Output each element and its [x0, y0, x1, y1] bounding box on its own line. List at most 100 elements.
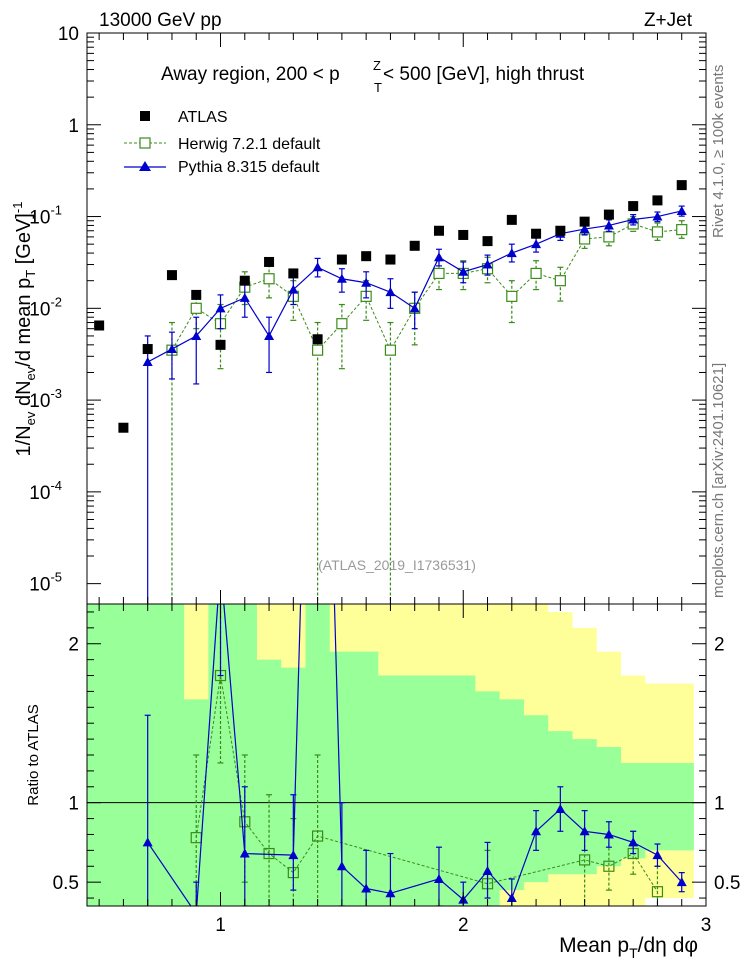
ylabel-part-e: /d mean p — [13, 278, 35, 367]
atlas-point — [94, 320, 105, 331]
main-panel: 10 1 10-1 10-2 10-3 10-4 10-5 Away region, 200… — [10, 24, 707, 605]
main-ytick-label: 10-1 — [29, 203, 62, 229]
legend-label-atlas: ATLAS — [178, 109, 228, 126]
atlas-point — [531, 228, 542, 239]
herwig-ratio-point — [263, 847, 275, 860]
herwig-point — [336, 318, 348, 330]
main-ytick-label: 1 — [68, 116, 79, 137]
pythia-point — [482, 259, 493, 269]
pythia-point — [191, 330, 202, 340]
process-label: Z+Jet — [644, 10, 693, 31]
ratio-xtick-label: 1 — [215, 915, 226, 936]
xlabel-part-c: /dη dφ — [638, 934, 698, 957]
ratio-panel: 0.5 0.51 12 21 2 3 Ratio to ATLAS Mean pT/dη … — [25, 559, 740, 961]
pythia-ratio-point — [676, 877, 687, 887]
plot-title-sup: Z — [373, 58, 381, 73]
legend: ATLAS Herwig 7.2.1 default Pythia 8.315 … — [124, 109, 321, 176]
herwig-ratio-point — [651, 886, 664, 898]
atlas-point — [409, 240, 420, 251]
pythia-ratio-point — [142, 837, 153, 847]
pythia-point — [628, 214, 639, 224]
plot-title-sub: T — [374, 80, 382, 95]
ylabel-part-g: [GeV] — [13, 213, 35, 270]
atlas-point — [215, 339, 226, 350]
main-ytick-label: 10-4 — [29, 478, 62, 504]
pythia-ratio-point — [239, 848, 250, 858]
ylabel-part-b: ev — [23, 411, 38, 425]
ratio-ytick-label-right: 2 — [714, 635, 725, 656]
pythia-ratio-point — [433, 873, 444, 883]
plot-title: Away region, 200 < p — [161, 64, 340, 85]
herwig-point — [433, 267, 445, 280]
rivet-version-label: Rivet 4.1.0, ≥ 100k events — [710, 65, 727, 238]
pythia-ratio-point — [531, 826, 542, 836]
pythia-ratio-point — [603, 829, 614, 839]
atlas-point — [191, 289, 202, 300]
legend-label-herwig: Herwig 7.2.1 default — [178, 136, 321, 153]
ylabel-part-h: -1 — [10, 202, 25, 214]
pythia-ratio-point — [336, 861, 347, 871]
main-ylabel: 1/Nev dNev/d mean pT [GeV]-1 — [10, 202, 38, 457]
pythia-ratio-point — [628, 837, 639, 847]
mcplots-source-label: mcplots.cern.ch [arXiv:2401.10621] — [710, 363, 727, 598]
herwig-point — [506, 290, 518, 302]
herwig-point — [651, 226, 664, 238]
herwig-point — [190, 302, 202, 314]
main-ytick-label: 10-2 — [29, 294, 62, 320]
pythia-point — [166, 344, 177, 354]
plot-title-suffix: < 500 [GeV], high thrust — [383, 64, 585, 85]
pythia-point — [336, 273, 347, 283]
pythia-point — [652, 211, 663, 221]
atlas-point — [482, 236, 493, 247]
herwig-point — [554, 275, 566, 287]
pythia-point — [458, 266, 469, 276]
atlas-point — [264, 256, 275, 267]
energy-label: 13000 GeV pp — [99, 10, 222, 31]
atlas-point — [506, 214, 517, 225]
main-ytick-label: 10-3 — [29, 386, 62, 412]
pythia-ratio-point — [555, 804, 566, 814]
pythia-point — [385, 287, 396, 297]
pythia-ratio-point — [361, 883, 372, 893]
herwig-point — [312, 344, 324, 356]
main-ytick-label: 10-5 — [29, 570, 62, 596]
pythia-point — [409, 303, 420, 313]
herwig-ratio-point — [312, 830, 324, 842]
pythia-ratio-point — [288, 850, 299, 860]
pythia-ratio-point — [385, 888, 396, 898]
ylabel-part-f: T — [23, 270, 38, 278]
pythia-point — [142, 357, 153, 367]
pythia-ratio-point — [652, 850, 663, 860]
atlas-point — [385, 254, 396, 265]
pythia-point — [215, 303, 226, 313]
main-ytick-label: 10 — [58, 24, 79, 45]
pythia-ratio-point — [216, 559, 226, 568]
ratio-xlabel: Mean pT/dη dφ — [559, 934, 698, 961]
ylabel-part-d: ev — [23, 366, 38, 380]
ratio-frame — [86, 603, 707, 907]
atlas-point — [142, 344, 153, 355]
ratio-band-stat — [87, 604, 694, 906]
legend-label-pythia: Pythia 8.315 default — [178, 159, 320, 176]
atlas-point — [676, 180, 687, 191]
atlas-point — [336, 254, 347, 265]
pythia-point — [288, 284, 299, 294]
atlas-point — [458, 229, 469, 240]
pythia-point — [579, 224, 590, 234]
herwig-ratio-point — [603, 860, 615, 872]
atlas-point — [166, 270, 177, 281]
pythia-point — [264, 330, 275, 340]
ratio-ytick-label-right: 1 — [714, 794, 725, 815]
atlas-point — [628, 201, 639, 212]
ratio-ytick-label-right: 0.5 — [714, 873, 740, 894]
ratio-xtick-label: 2 — [458, 915, 469, 936]
pythia-point — [506, 248, 517, 258]
atlas-point — [118, 422, 129, 433]
atlas-point — [555, 225, 566, 236]
ylabel-part-a: 1/N — [13, 425, 35, 456]
herwig-ratio-point — [579, 854, 591, 866]
herwig-point — [384, 344, 397, 356]
legend-marker-herwig — [139, 137, 151, 149]
xlabel-part-a: Mean p — [559, 934, 629, 957]
